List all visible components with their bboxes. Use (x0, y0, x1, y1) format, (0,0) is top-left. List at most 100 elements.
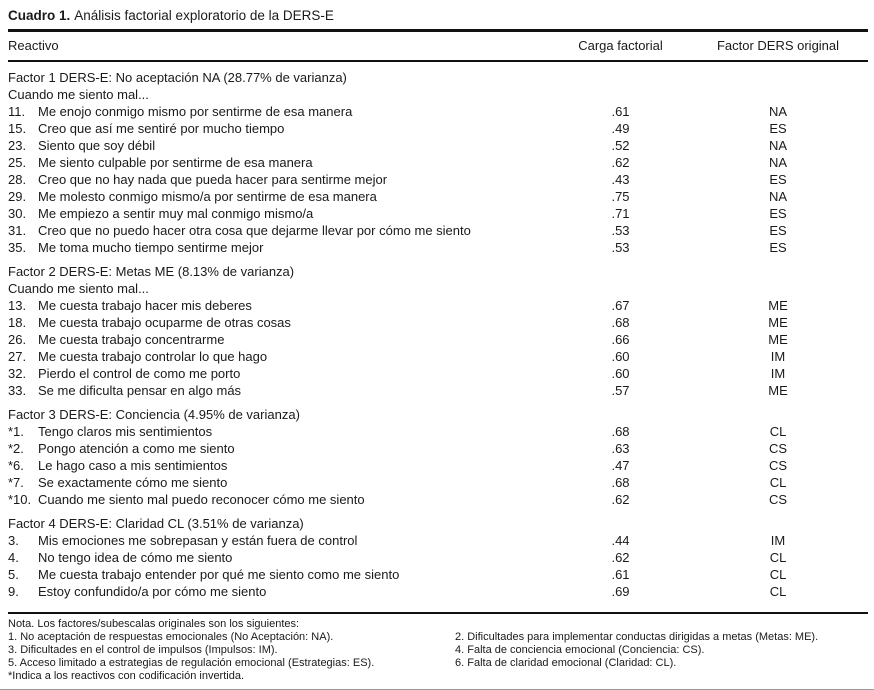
item-text: Tengo claros mis sentimientos (38, 424, 213, 439)
item-text: Creo que así me sentiré por mucho tiempo (38, 121, 285, 136)
note-item: 3. Dificultades en el control de impulso… (8, 644, 278, 656)
table-row: 30. Me empiezo a sentir muy mal conmigo … (8, 205, 868, 222)
reactivo-cell: 11. Me enojo conmigo mismo por sentirme … (8, 103, 553, 120)
table-row: 32. Pierdo el control de como me porto .… (8, 365, 868, 382)
reactivo-cell: 18. Me cuesta trabajo ocuparme de otras … (8, 314, 553, 331)
factor-loading-cell: .68 (611, 424, 630, 439)
table-row: *1. Tengo claros mis sentimientos .68 CL (8, 423, 868, 440)
item-number: 5. (8, 567, 19, 582)
reactivo-cell: *10. Cuando me siento mal puedo reconoce… (8, 491, 553, 508)
original-factor-cell: CL (769, 584, 787, 599)
original-factor-cell: ME (768, 383, 788, 398)
item-text: Me cuesta trabajo hacer mis deberes (38, 298, 252, 313)
factor-loading-cell: .66 (611, 332, 630, 347)
item-number: 26. (8, 332, 27, 347)
factor-loading-cell: .47 (611, 458, 630, 473)
table-row: 35. Me toma mucho tiempo sentirme mejor … (8, 239, 868, 256)
reactivo-cell: 9. Estoy confundido/a por cómo me siento (8, 583, 553, 600)
factor-loading-cell: .53 (611, 240, 630, 255)
factor-loading-cell: .67 (611, 298, 630, 313)
reactivo-cell: 35. Me toma mucho tiempo sentirme mejor (8, 239, 553, 256)
table-row: 13. Me cuesta trabajo hacer mis deberes … (8, 297, 868, 314)
item-stem-prompt: Cuando me siento mal... (8, 87, 149, 102)
original-factor-cell: ES (769, 223, 787, 238)
item-text: Se me dificulta pensar en algo más (38, 383, 242, 398)
table-row: 23. Siento que soy débil .52 NA (8, 137, 868, 154)
column-header-reactivo: Reactivo (8, 38, 59, 53)
item-number: 33. (8, 383, 27, 398)
original-factor-cell: IM (770, 366, 786, 381)
table-row: *6. Le hago caso a mis sentimientos .47 … (8, 457, 868, 474)
original-factor-cell: NA (768, 155, 788, 170)
factor-section-heading: Factor 1 DERS-E: No aceptación NA (28.77… (8, 70, 347, 85)
item-text: Me cuesta trabajo concentrarme (38, 332, 225, 347)
factor-loading-cell: .69 (611, 584, 630, 599)
original-factor-cell: IM (770, 349, 786, 364)
reactivo-cell: 27. Me cuesta trabajo controlar lo que h… (8, 348, 553, 365)
item-number: *1. (8, 424, 24, 439)
column-header-carga-factorial: Carga factorial (578, 38, 663, 53)
item-stem-prompt: Cuando me siento mal... (8, 281, 149, 296)
table-title: Cuadro 1. Análisis factorial exploratorio… (8, 0, 868, 32)
table-row: 27. Me cuesta trabajo controlar lo que h… (8, 348, 868, 365)
item-number: 35. (8, 240, 27, 255)
item-text: No tengo idea de cómo me siento (38, 550, 233, 565)
reactivo-cell: 3. Mis emociones me sobrepasan y están f… (8, 532, 553, 549)
original-factor-cell: CL (769, 424, 787, 439)
factor-loading-cell: .44 (611, 533, 630, 548)
item-text: Cuando me siento mal puedo reconocer cóm… (38, 492, 365, 507)
note-item: 1. No aceptación de respuestas emocional… (8, 631, 334, 643)
factor-section-heading: Factor 4 DERS-E: Claridad CL (3.51% de v… (8, 516, 304, 531)
reactivo-cell: 33. Se me dificulta pensar en algo más (8, 382, 553, 399)
item-text: Me empiezo a sentir muy mal conmigo mism… (38, 206, 314, 221)
reactivo-cell: *2. Pongo atención a como me siento (8, 440, 553, 457)
reactivo-cell: 30. Me empiezo a sentir muy mal conmigo … (8, 205, 553, 222)
original-factor-cell: NA (768, 104, 788, 119)
table-row: *2. Pongo atención a como me siento .63 … (8, 440, 868, 457)
factor-loading-cell: .63 (611, 441, 630, 456)
item-text: Me toma mucho tiempo sentirme mejor (38, 240, 264, 255)
factor-loading-cell: .60 (611, 349, 630, 364)
item-number: 30. (8, 206, 27, 221)
item-number: *7. (8, 475, 24, 490)
item-number: 31. (8, 223, 27, 238)
original-factor-cell: ME (768, 298, 788, 313)
table-caption: Análisis factorial exploratorio de la DE… (74, 8, 334, 23)
item-number: *6. (8, 458, 24, 473)
factor-section-heading: Factor 3 DERS-E: Conciencia (4.95% de va… (8, 407, 300, 422)
factor-loading-cell: .61 (611, 104, 630, 119)
note-intro-line: Nota. Los factores/subescalas originales… (8, 618, 300, 630)
original-factor-cell: CL (769, 550, 787, 565)
factor-loading-cell: .68 (611, 475, 630, 490)
table-row: 5. Me cuesta trabajo entender por qué me… (8, 566, 868, 583)
reactivo-cell: *1. Tengo claros mis sentimientos (8, 423, 553, 440)
item-number: 4. (8, 550, 19, 565)
reactivo-cell: 32. Pierdo el control de como me porto (8, 365, 553, 382)
item-number: 29. (8, 189, 27, 204)
item-number: 11. (8, 104, 26, 119)
note-item: 5. Acceso limitado a estrategias de regu… (8, 657, 375, 669)
reactivo-cell: 5. Me cuesta trabajo entender por qué me… (8, 566, 553, 583)
factor-section-heading: Factor 2 DERS-E: Metas ME (8.13% de vari… (8, 264, 295, 279)
item-number: 27. (8, 349, 27, 364)
factor-loading-cell: .62 (611, 550, 630, 565)
note-item: 4. Falta de conciencia emocional (Concie… (455, 644, 705, 656)
factor-loading-cell: .57 (611, 383, 630, 398)
item-number: 13. (8, 298, 27, 313)
item-text: Me cuesta trabajo entender por qué me si… (38, 567, 400, 582)
factor-loading-cell: .61 (611, 567, 630, 582)
original-factor-cell: CS (768, 441, 788, 456)
table-row: 29. Me molesto conmigo mismo/a por senti… (8, 188, 868, 205)
factor-loading-cell: .71 (611, 206, 630, 221)
item-text: Mis emociones me sobrepasan y están fuer… (38, 533, 358, 548)
factor-loading-cell: .62 (611, 492, 630, 507)
note-item: 2. Dificultades para implementar conduct… (455, 631, 819, 643)
original-factor-cell: ME (768, 315, 788, 330)
item-text: Pongo atención a como me siento (38, 441, 235, 456)
reactivo-cell: 31. Creo que no puedo hacer otra cosa qu… (8, 222, 553, 239)
table-number: Cuadro 1. (8, 8, 71, 23)
item-text: Creo que no puedo hacer otra cosa que de… (38, 223, 471, 238)
factor-loading-cell: .52 (611, 138, 630, 153)
original-factor-cell: CS (768, 492, 788, 507)
reactivo-cell: 4. No tengo idea de cómo me siento (8, 549, 553, 566)
